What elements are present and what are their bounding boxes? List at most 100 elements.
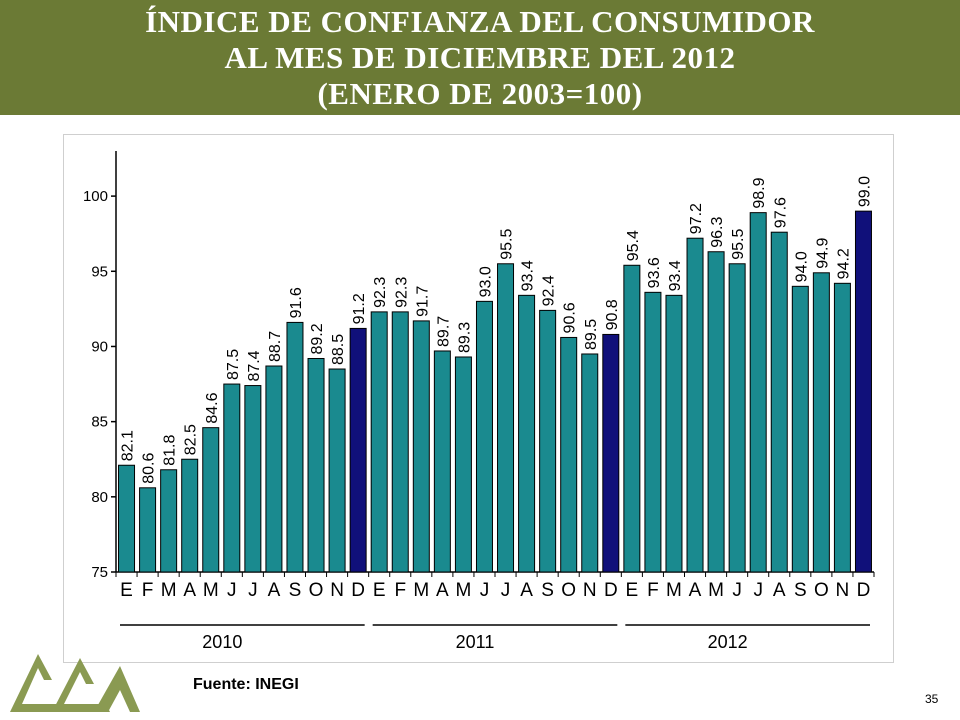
bar xyxy=(265,365,283,573)
data-label: 96.3 xyxy=(709,216,726,247)
data-label: 89.5 xyxy=(583,319,600,350)
bar xyxy=(223,383,241,573)
x-tick-label: F xyxy=(647,580,659,601)
x-tick-label: O xyxy=(309,580,324,601)
y-tick-label: 100 xyxy=(83,188,108,205)
x-tick-label: E xyxy=(373,580,386,601)
data-label: 95.5 xyxy=(499,229,516,260)
bar xyxy=(139,487,157,573)
data-label: 91.6 xyxy=(288,287,305,318)
data-label: 95.4 xyxy=(625,230,642,261)
bar xyxy=(160,469,178,573)
data-label: 93.6 xyxy=(646,257,663,288)
page-number: 35 xyxy=(925,692,939,706)
x-tick-label: J xyxy=(732,580,742,601)
x-tick-label: O xyxy=(814,580,829,601)
data-label: 82.1 xyxy=(120,430,137,461)
bar xyxy=(391,311,409,573)
data-label: 88.5 xyxy=(330,334,347,365)
data-label: 95.5 xyxy=(730,229,747,260)
bar xyxy=(497,263,515,573)
bar xyxy=(475,300,493,573)
x-tick-label: J xyxy=(480,580,490,601)
data-label: 93.4 xyxy=(520,260,537,291)
data-label: 87.5 xyxy=(225,349,242,380)
data-label: 94.9 xyxy=(814,238,831,269)
bar xyxy=(181,458,199,573)
x-tick-label: E xyxy=(120,580,133,601)
data-label: 90.6 xyxy=(562,302,579,333)
x-tick-label: A xyxy=(520,580,533,601)
y-tick-label: 95 xyxy=(91,263,108,280)
data-label: 89.7 xyxy=(435,316,452,347)
bar xyxy=(728,263,746,573)
bar xyxy=(770,231,788,573)
data-label: 81.8 xyxy=(162,435,179,466)
x-tick-label: M xyxy=(203,580,219,601)
x-tick-label: J xyxy=(248,580,258,601)
title-line-3: (ENERO DE 2003=100) xyxy=(317,76,643,111)
bar xyxy=(623,264,641,573)
data-label: 88.7 xyxy=(267,331,284,362)
data-label: 82.5 xyxy=(183,424,200,455)
bar xyxy=(454,356,472,573)
x-tick-label: N xyxy=(836,580,850,601)
data-label: 80.6 xyxy=(141,453,158,484)
bar xyxy=(349,327,367,573)
x-tick-label: A xyxy=(183,580,196,601)
data-label: 92.3 xyxy=(372,277,389,308)
y-tick-label: 90 xyxy=(91,338,108,355)
data-label: 98.9 xyxy=(751,177,768,208)
data-label: 92.3 xyxy=(393,277,410,308)
data-label: 89.3 xyxy=(456,322,473,353)
data-label: 87.4 xyxy=(246,350,263,381)
bar xyxy=(412,320,430,573)
bar xyxy=(833,282,851,573)
data-label: 97.2 xyxy=(688,203,705,234)
x-tick-label: F xyxy=(394,580,406,601)
bar xyxy=(791,285,809,573)
chart-frame: 75 80 85 90 95 100 82.1 E 80.6 F 81.8 M 82.5 A 84.6 M 87… xyxy=(63,134,894,663)
bar xyxy=(202,427,220,573)
x-tick-label: S xyxy=(794,580,807,601)
bar xyxy=(433,350,451,573)
data-label: 93.0 xyxy=(477,266,494,297)
bar xyxy=(539,309,557,573)
data-label: 90.8 xyxy=(604,299,621,330)
x-tick-label: S xyxy=(541,580,554,601)
y-tick-label: 80 xyxy=(91,489,108,506)
x-tick-label: A xyxy=(689,580,702,601)
bar xyxy=(307,357,325,573)
data-label: 91.2 xyxy=(351,293,368,324)
x-tick-label: M xyxy=(413,580,429,601)
bar xyxy=(812,272,830,573)
data-label: 99.0 xyxy=(856,176,873,207)
x-tick-label: M xyxy=(708,580,724,601)
bar xyxy=(749,212,767,573)
bar xyxy=(665,294,683,573)
data-label: 84.6 xyxy=(204,392,221,423)
bar xyxy=(644,291,662,573)
bar xyxy=(518,294,536,573)
bar xyxy=(707,251,725,573)
bar xyxy=(286,321,304,573)
x-tick-label: S xyxy=(289,580,302,601)
x-tick-label: F xyxy=(142,580,154,601)
x-tick-label: J xyxy=(227,580,237,601)
data-label: 92.4 xyxy=(541,275,558,306)
bar xyxy=(118,464,136,573)
x-tick-label: M xyxy=(161,580,177,601)
year-label: 2010 xyxy=(202,632,242,652)
x-tick-label: J xyxy=(753,580,763,601)
source-note: Fuente: INEGI xyxy=(193,676,299,693)
title-banner: ÍNDICE DE CONFIANZA DEL CONSUMIDOR AL ME… xyxy=(0,0,960,115)
x-tick-label: A xyxy=(436,580,449,601)
year-label: 2011 xyxy=(456,632,495,652)
x-tick-label: N xyxy=(583,580,597,601)
bar xyxy=(244,385,262,573)
data-label: 94.0 xyxy=(793,251,810,282)
data-label: 93.4 xyxy=(667,260,684,291)
bar xyxy=(328,368,346,573)
x-tick-label: A xyxy=(773,580,786,601)
x-tick-label: J xyxy=(501,580,511,601)
